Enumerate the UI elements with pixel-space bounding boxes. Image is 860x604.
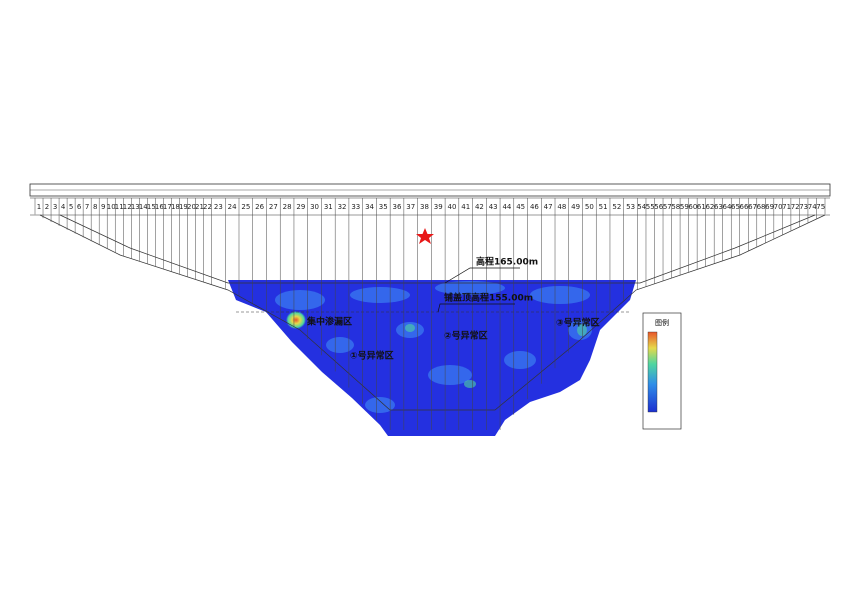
section-number: 26 — [255, 203, 264, 211]
legend-title: 图例 — [655, 318, 669, 327]
section-number: 28 — [283, 203, 292, 211]
section-number: 70 — [774, 203, 783, 211]
gallery-line — [59, 214, 816, 284]
section-number: 11 — [115, 203, 124, 211]
section-number: 39 — [434, 203, 443, 211]
section-number: 40 — [448, 203, 457, 211]
section-number: 15 — [147, 203, 156, 211]
section-number: 69 — [765, 203, 774, 211]
section-number: 57 — [663, 203, 672, 211]
section-number: 59 — [680, 203, 689, 211]
section-number: 31 — [324, 203, 333, 211]
section-number: 73 — [799, 203, 808, 211]
section-number: 30 — [310, 203, 319, 211]
section-number: 1 — [37, 203, 41, 211]
section-number: 12 — [123, 203, 132, 211]
section-number: 16 — [155, 203, 164, 211]
section-number: 42 — [475, 203, 484, 211]
section-number: 8 — [93, 203, 97, 211]
joints — [34, 198, 826, 430]
leak-hotspot — [286, 311, 306, 329]
section-number: 51 — [599, 203, 608, 211]
section-number: 56 — [654, 203, 663, 211]
section-number: 55 — [646, 203, 655, 211]
section-number: 50 — [585, 203, 594, 211]
section-number: 25 — [241, 203, 250, 211]
section-number: 53 — [626, 203, 635, 211]
section-number: 20 — [187, 203, 196, 211]
section-number: 58 — [671, 203, 680, 211]
section-number: 41 — [461, 203, 470, 211]
section-number: 32 — [338, 203, 347, 211]
section-number: 22 — [203, 203, 212, 211]
section-number: 45 — [516, 203, 525, 211]
section-number: 47 — [544, 203, 553, 211]
section-numbers: 1 2 3 4 5 6 7 8 9 10 11 12 13 14 15 16 17 18 19 20 21 22 23 24 2… — [37, 203, 825, 211]
section-number: 65 — [731, 203, 740, 211]
section-number: 43 — [489, 203, 498, 211]
section-number: 44 — [502, 203, 511, 211]
section-number: 18 — [171, 203, 180, 211]
seepage-patches — [405, 324, 587, 388]
section-number: 75 — [816, 203, 825, 211]
section-number: 37 — [406, 203, 415, 211]
section-number: 52 — [612, 203, 621, 211]
section-number: 19 — [179, 203, 188, 211]
section-number: 4 — [61, 203, 66, 211]
section-number: 66 — [740, 203, 749, 211]
anomaly-label: ②号异常区 — [444, 330, 488, 342]
star-marker — [416, 228, 434, 244]
section-number: 34 — [365, 203, 374, 211]
section-number: 17 — [163, 203, 172, 211]
section-number: 14 — [139, 203, 148, 211]
section-number: 38 — [420, 203, 429, 211]
section-number: 48 — [557, 203, 566, 211]
section-number: 61 — [697, 203, 706, 211]
anomaly-label: ①号异常区 — [350, 350, 394, 362]
section-number: 24 — [228, 203, 237, 211]
seepage-field — [228, 280, 636, 436]
section-number: 9 — [101, 203, 105, 211]
anomaly-label: ③号异常区 — [556, 317, 600, 329]
leak-zone-label: 集中渗漏区 — [306, 316, 352, 328]
section-number: 33 — [351, 203, 360, 211]
section-number: 3 — [53, 203, 57, 211]
foundation-outline — [39, 214, 826, 411]
blanket-label: 铺盖顶高程155.00m — [444, 292, 533, 304]
elevation-label: 高程165.00m — [476, 256, 538, 268]
leader — [444, 267, 520, 284]
section-number: 46 — [530, 203, 539, 211]
section-number: 2 — [45, 203, 49, 211]
section-number: 27 — [269, 203, 278, 211]
section-number: 68 — [757, 203, 766, 211]
section-number: 29 — [296, 203, 305, 211]
section-number: 63 — [714, 203, 723, 211]
legend-colorbar — [647, 331, 658, 413]
section-number: 72 — [791, 203, 800, 211]
section-number: 74 — [808, 203, 817, 211]
section-number: 36 — [393, 203, 402, 211]
section-number: 54 — [637, 203, 646, 211]
section-number: 10 — [107, 203, 116, 211]
section-number: 49 — [571, 203, 580, 211]
section-number: 23 — [214, 203, 223, 211]
section-number: 71 — [782, 203, 791, 211]
section-number: 62 — [705, 203, 714, 211]
section-number: 5 — [69, 203, 73, 211]
section-number: 6 — [77, 203, 82, 211]
section-number: 67 — [748, 203, 757, 211]
section-number: 35 — [379, 203, 388, 211]
section-number: 7 — [85, 203, 89, 211]
section-number: 60 — [688, 203, 697, 211]
section-number: 64 — [723, 203, 732, 211]
leader — [437, 303, 515, 313]
section-number: 21 — [195, 203, 204, 211]
section-number: 13 — [131, 203, 140, 211]
